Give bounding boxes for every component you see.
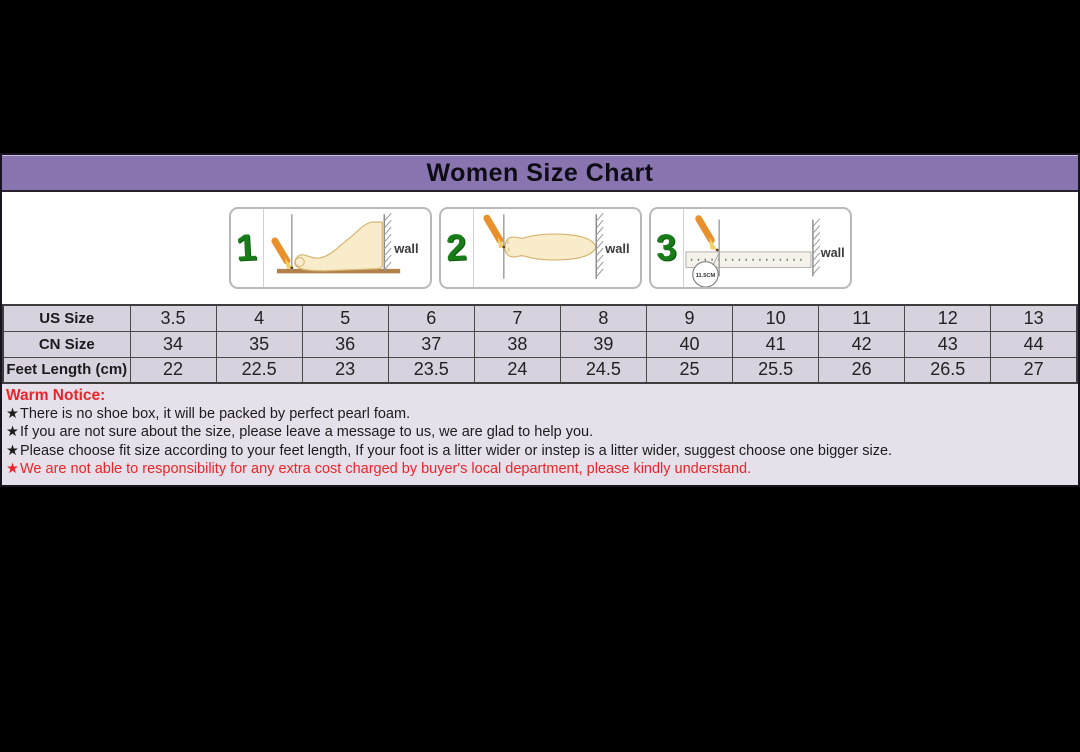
warm-notice: Warm Notice: ★There is no shoe box, it w…: [2, 384, 1078, 485]
foot-side-view-diagram: wall: [264, 209, 430, 287]
size-value-cell: 24: [473, 356, 561, 384]
measure-diagram-strip: 1 wall: [2, 192, 1078, 304]
wall-label: wall: [819, 246, 844, 260]
ruler-measure-icon: 11.5CM wall: [684, 215, 844, 287]
step-3-number: 3: [655, 226, 678, 269]
size-value-cell: 35: [215, 330, 303, 358]
star-bullet-icon: ★: [6, 424, 19, 441]
size-value-cell: 3.5: [129, 304, 217, 332]
size-value-cell: 39: [559, 330, 647, 358]
wall-hatching: [383, 212, 392, 271]
foot-side-view-icon: wall: [270, 212, 418, 274]
size-value-cell: 27: [990, 356, 1078, 384]
notice-line: ★We are not able to responsibility for a…: [6, 460, 1073, 478]
warm-notice-title: Warm Notice:: [6, 387, 106, 404]
measure-value-label: 11.5CM: [695, 273, 715, 279]
foot-top-view-diagram: wall: [474, 209, 640, 287]
measure-callout-circle: [691, 261, 719, 287]
size-value-cell: 13: [990, 304, 1078, 332]
size-value-cell: 43: [904, 330, 992, 358]
notice-line: ★If you are not sure about the size, ple…: [6, 423, 1073, 441]
notice-text: If you are not sure about the size, plea…: [20, 424, 594, 441]
size-value-cell: 37: [387, 330, 475, 358]
table-row: CN Size 34 35 36 37 38 39 40 41 42 43 44: [2, 330, 1078, 358]
size-value-cell: 34: [129, 330, 217, 358]
row-header-cell: Feet Length (cm): [2, 356, 131, 384]
notice-line: ★There is no shoe box, it will be packed…: [6, 405, 1073, 423]
size-value-cell: 22: [129, 356, 217, 384]
warm-notice-list: ★There is no shoe box, it will be packed…: [6, 405, 1073, 479]
star-bullet-icon: ★: [6, 461, 19, 478]
size-value-cell: 5: [301, 304, 389, 332]
notice-line: ★Please choose fit size according to you…: [6, 442, 1073, 460]
row-header-cell: CN Size: [2, 330, 131, 358]
pencil-icon: [270, 237, 290, 265]
size-value-cell: 25.5: [732, 356, 820, 384]
size-value-cell: 26: [818, 356, 906, 384]
wall-hatching: [812, 218, 820, 275]
star-bullet-icon: ★: [6, 442, 19, 459]
page-title: Women Size Chart: [426, 158, 654, 187]
floor-board: [276, 268, 400, 274]
row-header-cell: US Size: [2, 304, 131, 332]
step-2-number: 2: [445, 226, 468, 269]
step-number-zone: 1: [231, 209, 264, 287]
table-row: Feet Length (cm) 22 22.5 23 23.5 24 24.5 25 25.5…: [2, 356, 1078, 384]
step-number-zone: 3: [651, 209, 684, 287]
notice-text: Please choose fit size according to your…: [20, 442, 893, 459]
size-value-cell: 23.5: [387, 356, 475, 384]
wall-label: wall: [604, 241, 629, 256]
step-1-number: 1: [235, 226, 258, 269]
notice-text: We are not able to responsibility for an…: [20, 461, 752, 478]
step-number-zone: 2: [441, 209, 474, 287]
size-value-cell: 6: [387, 304, 475, 332]
size-chart-panel: Women Size Chart 1: [0, 153, 1080, 487]
size-value-cell: 40: [645, 330, 734, 358]
foot-shape: [293, 221, 383, 272]
pencil-icon: [482, 214, 503, 244]
size-value-cell: 26.5: [904, 356, 992, 384]
size-value-cell: 10: [732, 304, 820, 332]
measure-step-1: 1 wall: [228, 207, 432, 289]
foot-top-view-icon: wall: [482, 212, 629, 279]
table-row: US Size 3.5 4 5 6 7 8 9 10 11 12 13: [2, 304, 1078, 332]
size-value-cell: 23: [301, 356, 389, 384]
size-value-cell: 11: [818, 304, 906, 332]
wall-label: wall: [393, 241, 418, 256]
pencil-icon: [694, 215, 715, 244]
wall-hatching: [595, 212, 604, 278]
ruler: [684, 251, 811, 269]
size-value-cell: 22.5: [215, 356, 303, 384]
title-bar: Women Size Chart: [2, 155, 1078, 192]
measure-step-3: 3 11.5CM wall: [648, 207, 852, 289]
star-bullet-icon: ★: [6, 406, 19, 422]
size-value-cell: 4: [215, 304, 303, 332]
ruler-measure-diagram: 11.5CM wall: [684, 209, 850, 287]
size-value-cell: 12: [904, 304, 992, 332]
size-value-cell: 44: [990, 330, 1078, 358]
size-value-cell: 7: [473, 304, 561, 332]
size-value-cell: 8: [559, 304, 647, 332]
size-value-cell: 25: [645, 356, 734, 384]
size-value-cell: 36: [301, 330, 389, 358]
size-value-cell: 41: [732, 330, 820, 358]
measure-step-2: 2 wall: [438, 207, 642, 289]
size-table: US Size 3.5 4 5 6 7 8 9 10 11 12 13 CN Size 34 35 36 37 3…: [2, 304, 1078, 384]
size-value-cell: 9: [645, 304, 734, 332]
size-value-cell: 42: [818, 330, 906, 358]
notice-text: There is no shoe box, it will be packed …: [20, 406, 411, 422]
foot-shape: [503, 233, 596, 261]
size-value-cell: 38: [473, 330, 561, 358]
size-value-cell: 24.5: [559, 356, 647, 384]
